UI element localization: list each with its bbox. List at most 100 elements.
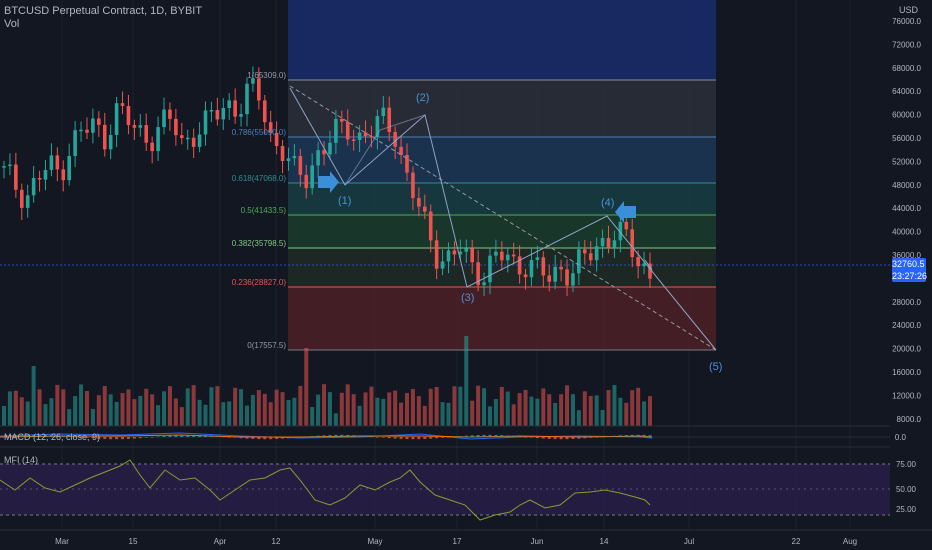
- candle-body: [458, 251, 463, 255]
- macd-hist-bar: [482, 434, 486, 437]
- volume-bar: [594, 395, 599, 426]
- fib-label: 1(65309.0): [247, 71, 286, 80]
- candle-body: [280, 146, 285, 161]
- volume-bar: [31, 366, 36, 426]
- candle-body: [179, 135, 184, 138]
- macd-hist-bar: [346, 434, 350, 437]
- candle-body: [233, 100, 237, 117]
- candle-body: [422, 206, 427, 212]
- candle-body: [577, 249, 581, 274]
- volume-bar: [144, 388, 149, 426]
- volume-bars: [2, 336, 652, 426]
- volume-bar: [612, 385, 617, 426]
- mfi-axis-label: 50.00: [896, 485, 917, 494]
- macd-hist-bar: [565, 437, 569, 440]
- symbol-title[interactable]: BTCUSD Perpetual Contract, 1D, BYBIT: [4, 5, 203, 17]
- macd-hist-bar: [636, 434, 640, 437]
- macd-hist-bar: [79, 437, 83, 438]
- price-axis-label: 68000.0: [892, 64, 921, 73]
- macd-hist-bar: [73, 436, 77, 438]
- time-axis-label: Mar: [55, 537, 69, 546]
- candle-body: [340, 118, 344, 122]
- macd-hist-bar: [49, 434, 53, 437]
- fib-retracement[interactable]: [288, 0, 716, 351]
- volume-legend[interactable]: Vol: [4, 18, 20, 30]
- candle-body: [304, 174, 309, 189]
- candle-body: [600, 238, 605, 247]
- candle-body: [571, 273, 575, 286]
- macd-hist-bar: [20, 435, 24, 437]
- macd-hist-bar: [624, 435, 628, 437]
- candle-body: [162, 109, 166, 128]
- macd-hist-bar: [97, 437, 101, 439]
- candle-body: [85, 129, 89, 133]
- candle-body: [102, 124, 107, 150]
- volume-bar: [49, 398, 54, 426]
- volume-bar: [43, 404, 48, 426]
- price-axis-label: 52000.0: [892, 157, 921, 166]
- candle-body: [369, 136, 374, 138]
- fib-label: 0.382(35798.5): [232, 239, 287, 248]
- macd-hist-bar: [316, 435, 320, 437]
- macd-hist-bar: [429, 437, 433, 439]
- volume-bar: [114, 401, 119, 426]
- macd-hist-bar: [67, 436, 71, 437]
- volume-bar: [126, 389, 131, 426]
- volume-bar: [381, 398, 386, 426]
- volume-bar: [13, 390, 18, 426]
- candle-body: [393, 131, 397, 147]
- candle-body: [535, 257, 540, 261]
- candle-body: [446, 250, 451, 262]
- volume-bar: [90, 408, 95, 426]
- volume-bar: [553, 402, 558, 426]
- volume-bar: [399, 402, 404, 426]
- volume-bar: [410, 388, 415, 426]
- volume-bar: [428, 388, 433, 426]
- candle-body: [197, 134, 202, 147]
- mfi-legend[interactable]: MFI (14): [4, 455, 39, 465]
- volume-bar: [464, 336, 469, 426]
- fib-label: 0.786(55090.0): [232, 128, 287, 137]
- macd-hist-bar: [103, 437, 107, 439]
- macd-hist-bar: [577, 437, 581, 439]
- macd-hist-bar: [2, 437, 6, 438]
- mfi-pane[interactable]: [0, 459, 890, 521]
- macd-hist-bar: [150, 437, 154, 438]
- macd-hist-bar: [607, 436, 611, 437]
- macd-hist-bar: [642, 434, 646, 437]
- macd-hist-bar: [518, 436, 522, 438]
- volume-bar: [73, 396, 78, 426]
- price-axis-label: 48000.0: [892, 181, 921, 190]
- macd-hist-bar: [8, 436, 12, 438]
- candle-body: [417, 198, 421, 207]
- macd-hist-bar: [121, 437, 125, 440]
- volume-bar: [547, 394, 552, 426]
- volume-bar: [499, 386, 504, 426]
- volume-bar: [351, 394, 356, 426]
- volume-bar: [79, 384, 84, 426]
- macd-hist-bar: [411, 437, 415, 440]
- candle-body: [274, 132, 279, 147]
- candle-body: [541, 257, 546, 276]
- volume-bar: [25, 401, 30, 426]
- volume-bar: [618, 397, 623, 426]
- volume-bar: [375, 397, 380, 426]
- macd-hist-bar: [547, 437, 551, 439]
- macd-hist-bar: [535, 437, 539, 439]
- candle-body: [482, 282, 486, 286]
- macd-hist-bar: [340, 434, 344, 437]
- volume-bar: [167, 386, 172, 426]
- candle-body: [144, 125, 149, 143]
- macd-hist-bar: [174, 435, 178, 437]
- candle-body: [345, 121, 350, 140]
- volume-bar: [256, 390, 261, 426]
- macd-hist-bar: [298, 437, 302, 438]
- volume-bar: [138, 395, 143, 426]
- macd-legend[interactable]: MACD (12, 26, close, 9): [4, 432, 101, 442]
- macd-hist-bar: [541, 437, 545, 439]
- candle-body: [203, 110, 208, 135]
- macd-pane[interactable]: [0, 432, 890, 440]
- volume-bar: [576, 410, 581, 426]
